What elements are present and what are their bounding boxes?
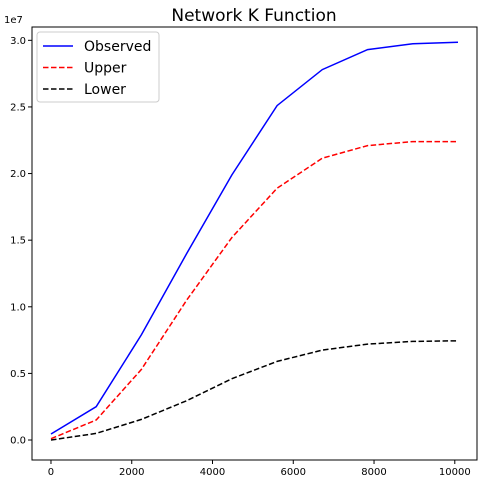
y-tick-label: 1.5 [10,236,26,247]
y-tick-label: 0.5 [10,369,26,380]
legend-box [36,31,160,103]
y-offset-label: 1e7 [4,15,23,26]
x-tick-label: 10000 [439,467,471,478]
plot-frame [31,26,478,461]
y-tick-label: 3.0 [10,36,26,47]
x-tick-label: 2000 [119,467,144,478]
chart-title: Network K Function [171,6,336,26]
y-axis-ticks: 0.0 0.5 1.0 1.5 2.0 2.5 3.0 [10,36,32,447]
x-tick-label: 8000 [361,467,386,478]
legend-label-upper: Upper [84,61,127,77]
x-axis-ticks: 0 2000 4000 6000 8000 10000 [48,460,471,478]
series-line-observed [50,41,459,435]
legend-label-lower: Lower [84,82,126,98]
series-lines [50,41,459,441]
y-tick-label: 1.0 [10,302,26,313]
y-tick-label: 0.0 [10,436,26,447]
legend-label-observed: Observed [84,39,151,55]
y-tick-label: 2.5 [10,102,26,113]
series-line-upper [50,140,458,440]
x-tick-label: 6000 [281,467,306,478]
x-tick-label: 4000 [200,467,225,478]
y-tick-label: 2.0 [10,169,26,180]
series-line-lower [50,340,459,441]
legend: Observed Upper Lower [36,31,160,103]
x-tick-label: 0 [48,467,54,478]
